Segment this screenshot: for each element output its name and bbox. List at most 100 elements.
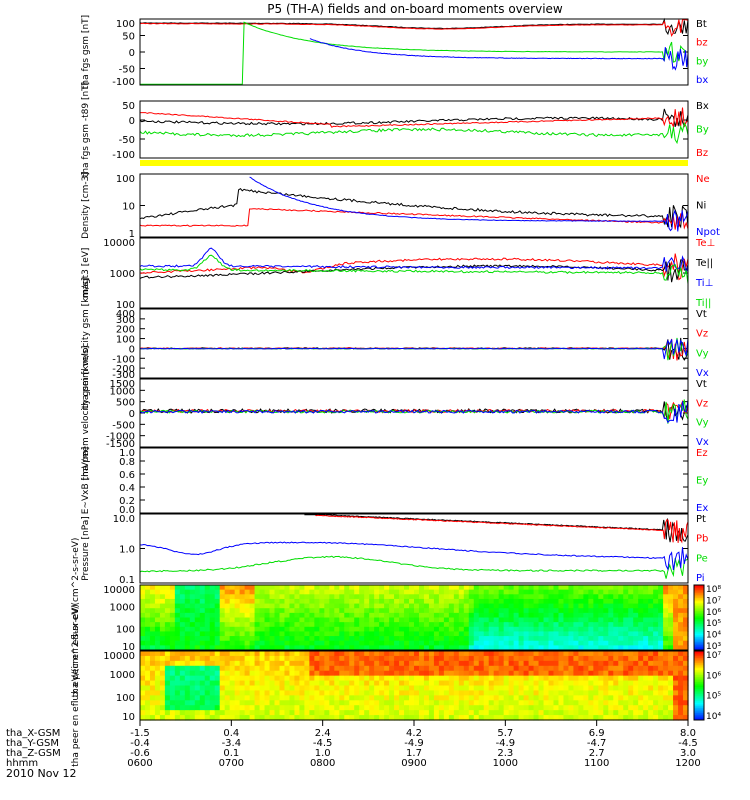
heatmap-cell: [648, 636, 654, 642]
heatmap-cell: [389, 665, 395, 672]
heatmap-cell: [583, 645, 589, 651]
heatmap-cell: [533, 700, 540, 706]
heatmap-cell: [498, 631, 505, 637]
heatmap-cell: [458, 598, 465, 605]
heatmap-cell: [414, 594, 420, 600]
heatmap-cell: [483, 675, 490, 682]
heatmap-cell: [568, 680, 575, 687]
heatmap-cell: [164, 585, 171, 591]
heatmap-cell: [508, 608, 515, 614]
heatmap-cell: [154, 670, 161, 677]
heatmap-cell: [374, 695, 380, 701]
heatmap-cell: [673, 665, 679, 672]
heatmap-cell: [164, 594, 171, 600]
heatmap-cell: [683, 608, 689, 614]
heatmap-cell: [239, 700, 246, 706]
heatmap-cell: [399, 665, 405, 672]
heatmap-cell: [409, 585, 415, 591]
heatmap-cell: [329, 640, 335, 646]
heatmap-cell: [438, 612, 445, 619]
heatmap-cell: [593, 603, 599, 609]
heatmap-cell: [678, 636, 684, 642]
heatmap-cell: [209, 612, 216, 619]
heatmap-cell: [608, 715, 614, 721]
heatmap-cell: [239, 594, 246, 600]
heatmap-cell: [199, 617, 206, 623]
heatmap-cell: [309, 705, 315, 711]
heatmap-cell: [294, 710, 301, 716]
heatmap-cell: [578, 670, 584, 677]
heatmap-cell: [428, 700, 435, 706]
heatmap-cell: [159, 612, 166, 619]
heatmap-cell: [264, 631, 271, 637]
heatmap-cell: [144, 690, 151, 696]
heatmap-cell: [274, 685, 281, 692]
heatmap-cell: [633, 622, 639, 628]
heatmap-cell: [169, 675, 176, 682]
heatmap-cell: [294, 680, 301, 687]
heatmap-cell: [468, 622, 475, 628]
heatmap-cell: [409, 589, 415, 595]
heatmap-cell: [174, 675, 181, 682]
heatmap-cell: [404, 710, 410, 716]
heatmap-cell: [384, 598, 390, 605]
panel-frame: [139, 447, 689, 514]
heatmap-cell: [309, 612, 315, 619]
heatmap-cell: [214, 665, 221, 672]
heatmap-cell: [404, 612, 410, 619]
heatmap-cell: [140, 695, 146, 701]
heatmap-cell: [344, 622, 350, 628]
heatmap-cell: [433, 589, 440, 595]
heatmap-cell: [518, 631, 525, 637]
heatmap-cell: [663, 603, 669, 609]
heatmap-cell: [169, 603, 176, 609]
colorbar-tick: 10⁸: [706, 585, 721, 595]
heatmap-cell: [334, 612, 340, 619]
heatmap-cell: [204, 617, 211, 623]
heatmap-cell: [548, 655, 555, 662]
heatmap-cell: [503, 685, 510, 692]
heatmap-cell: [154, 636, 161, 642]
panel-1-ytick: -100: [112, 77, 135, 88]
heatmap-cell: [304, 665, 310, 672]
heatmap-cell: [189, 626, 196, 633]
heatmap-cell: [608, 640, 614, 646]
heatmap-cell: [643, 589, 649, 595]
heatmap-cell: [314, 670, 320, 677]
heatmap-cell: [633, 589, 639, 595]
heatmap-cell: [523, 645, 530, 651]
heatmap-cell: [199, 622, 206, 628]
heatmap-cell: [548, 640, 555, 646]
heatmap-cell: [209, 622, 216, 628]
heatmap-cell: [568, 700, 575, 706]
heatmap-cell: [608, 660, 614, 667]
heatmap-cell: [543, 640, 550, 646]
heatmap-cell: [279, 695, 286, 701]
heatmap-cell: [329, 612, 335, 619]
heatmap-cell: [543, 631, 550, 637]
heatmap-cell: [359, 705, 365, 711]
heatmap-cell: [414, 700, 420, 706]
heatmap-cell: [154, 695, 161, 701]
heatmap-cell: [623, 631, 629, 637]
heatmap-cell: [573, 715, 579, 721]
heatmap-cell: [194, 626, 201, 633]
heatmap-cell: [588, 589, 594, 595]
heatmap-cell: [359, 700, 365, 706]
heatmap-cell: [458, 700, 465, 706]
heatmap-cell: [294, 645, 301, 651]
heatmap-cell: [653, 589, 659, 595]
heatmap-cell: [219, 700, 226, 706]
heatmap-cell: [513, 594, 520, 600]
heatmap-cell: [149, 622, 156, 628]
heatmap-cell: [174, 612, 181, 619]
heatmap-cell: [533, 589, 540, 595]
heatmap-cell: [369, 700, 375, 706]
heatmap-cell: [628, 622, 634, 628]
heatmap-cell: [409, 675, 415, 682]
heatmap-cell: [533, 655, 540, 662]
heatmap-cell: [399, 705, 405, 711]
heatmap-cell: [414, 585, 420, 591]
heatmap-cell: [588, 660, 594, 667]
heatmap-cell: [234, 608, 241, 614]
